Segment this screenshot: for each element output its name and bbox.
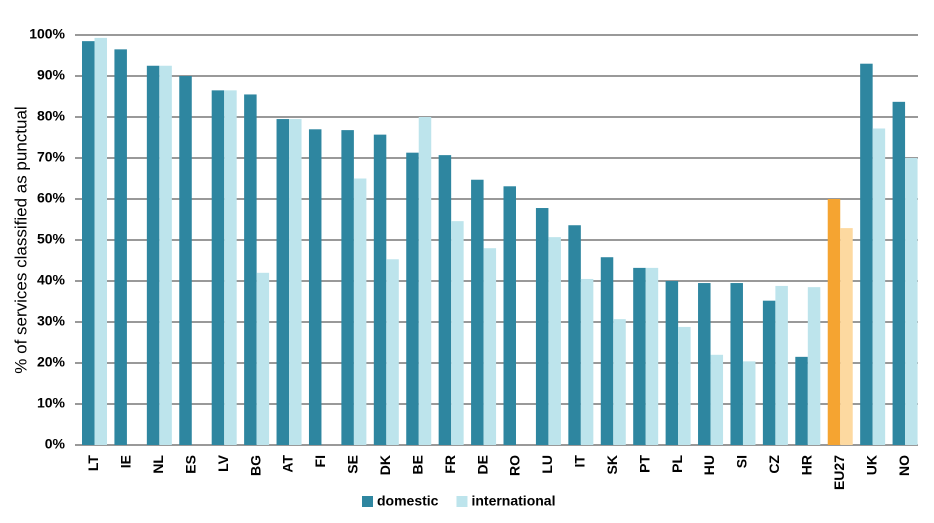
bar xyxy=(159,65,172,445)
bar xyxy=(94,37,107,446)
bar xyxy=(211,90,225,445)
x-tick-label: CZ xyxy=(766,455,782,474)
y-tick-label: 10% xyxy=(37,395,66,411)
legend-swatch xyxy=(456,496,468,507)
bar xyxy=(244,94,257,445)
x-tick-label: BE xyxy=(409,455,425,474)
bar xyxy=(795,356,808,445)
bar xyxy=(840,228,853,445)
bar xyxy=(406,152,419,446)
y-tick-label: 30% xyxy=(37,313,66,329)
bar xyxy=(471,179,484,446)
y-tick-label: 20% xyxy=(37,354,66,370)
bar xyxy=(762,300,776,445)
bar xyxy=(775,285,788,445)
x-tick-label: UK xyxy=(863,455,879,475)
x-tick-label: DK xyxy=(377,455,393,475)
x-tick-label: LV xyxy=(215,454,231,472)
x-tick-label: FI xyxy=(312,455,328,467)
bar xyxy=(308,129,322,446)
bar xyxy=(438,155,452,445)
bar xyxy=(224,90,237,445)
bar xyxy=(146,65,160,445)
x-tick-label: DE xyxy=(474,455,490,474)
legend-label: domestic xyxy=(377,493,439,509)
bar xyxy=(645,267,659,445)
x-tick-label: PT xyxy=(636,455,652,473)
bar xyxy=(483,248,497,445)
x-tick-label: SK xyxy=(604,455,620,474)
bar xyxy=(613,319,626,445)
bar xyxy=(742,361,756,445)
x-tick-label: HU xyxy=(701,455,717,475)
y-tick-label: 0% xyxy=(45,436,66,452)
bar xyxy=(568,225,581,445)
bar xyxy=(353,178,367,445)
x-tick-label: LT xyxy=(85,455,101,472)
bar xyxy=(289,119,302,446)
x-tick-label: LU xyxy=(539,455,555,474)
legend-label: international xyxy=(471,493,555,509)
bar xyxy=(860,63,873,445)
bar xyxy=(82,41,95,446)
bar xyxy=(905,158,918,445)
bar xyxy=(827,199,841,445)
bar xyxy=(373,134,387,445)
x-tick-label: AT xyxy=(280,455,296,473)
bar xyxy=(341,130,354,445)
bar xyxy=(698,283,711,445)
bar xyxy=(179,76,192,445)
x-tick-label: IT xyxy=(572,455,588,468)
x-tick-label: IE xyxy=(118,455,134,468)
bar xyxy=(807,287,821,445)
bar xyxy=(503,186,516,446)
y-tick-label: 50% xyxy=(37,231,66,247)
bar xyxy=(600,257,614,445)
bar xyxy=(872,128,886,446)
x-tick-label: BG xyxy=(247,455,263,476)
bar xyxy=(451,221,464,445)
y-tick-label: 100% xyxy=(29,26,65,42)
bar xyxy=(535,208,549,445)
bar xyxy=(256,272,270,445)
x-tick-label: SE xyxy=(345,455,361,474)
y-tick-label: 40% xyxy=(37,272,66,288)
y-axis-title: % of services classified as punctual xyxy=(11,106,30,373)
bar xyxy=(892,101,906,445)
y-tick-label: 60% xyxy=(37,190,66,206)
bar xyxy=(580,278,594,445)
bar xyxy=(548,237,561,445)
bar xyxy=(276,119,290,446)
x-tick-label: EU27 xyxy=(831,455,847,490)
x-tick-label: FR xyxy=(442,455,458,474)
x-tick-label: NO xyxy=(896,455,912,476)
bar xyxy=(730,283,743,445)
y-tick-label: 90% xyxy=(37,67,66,83)
legend-swatch xyxy=(362,496,373,507)
x-tick-label: RO xyxy=(507,455,523,476)
x-tick-label: NL xyxy=(150,455,166,474)
bar xyxy=(633,267,646,445)
bar xyxy=(114,49,127,445)
x-tick-label: PL xyxy=(669,455,685,473)
x-tick-label: HR xyxy=(799,455,815,475)
bar xyxy=(665,281,679,445)
bar xyxy=(386,259,399,445)
y-tick-label: 80% xyxy=(37,108,66,124)
x-tick-label: ES xyxy=(182,455,198,474)
bar xyxy=(678,326,691,445)
y-tick-label: 70% xyxy=(37,149,66,165)
bar xyxy=(710,354,724,445)
x-tick-label: SI xyxy=(734,455,750,468)
bar xyxy=(418,117,432,445)
